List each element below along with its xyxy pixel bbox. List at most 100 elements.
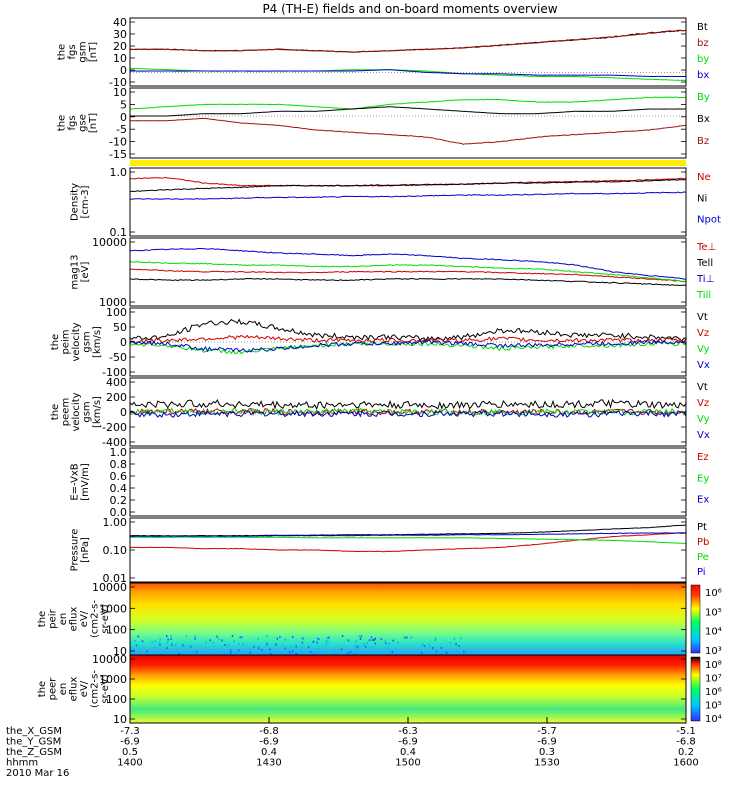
spectrogram-peir — [130, 583, 686, 655]
legend-label: Ey — [697, 473, 709, 484]
y-tick-label: 100 — [106, 693, 127, 706]
colorbar-tick-label: 10⁷ — [705, 674, 722, 685]
y-axis-label-line: the — [37, 611, 48, 627]
y-tick-label: 1.00 — [103, 516, 128, 529]
x-axis-tick-label: -5.1 — [676, 726, 696, 737]
panel-frame — [129, 237, 687, 307]
y-axis-label-line: the — [50, 334, 61, 350]
series-line-pressure-0 — [129, 524, 687, 537]
y-tick-label: 200 — [106, 391, 127, 404]
y-tick-label: 0 — [120, 111, 127, 124]
series-line-fgs1-0 — [129, 29, 687, 53]
series-line-pressure-2 — [129, 536, 686, 544]
legend-label: bx — [697, 70, 709, 81]
x-axis-tick-label: -6.9 — [398, 737, 418, 748]
y-axis-label-line: the — [56, 115, 67, 131]
x-axis-row-label: the_Y_GSM — [6, 737, 61, 748]
x-axis-tick-label: -6.8 — [676, 737, 696, 748]
panel-efield: Ez Ey Ex 1.00.80.60.40.20.0 E=-VxB [mV/m] — [69, 446, 709, 519]
y-tick-label: 0.4 — [110, 482, 128, 495]
series-line-peimvel-3 — [129, 339, 687, 353]
colorbar-tick-label: 10⁶ — [705, 687, 722, 698]
y-tick-label: 0.1 — [110, 226, 128, 239]
y-tick-label: 1000 — [99, 602, 127, 615]
chart-title: P4 (TH-E) fields and on-board moments ov… — [262, 2, 557, 16]
y-axis-label-line: gsm — [82, 331, 93, 352]
legend-label: by — [697, 54, 709, 65]
series-line-peemvel-3 — [130, 409, 687, 418]
legend-label: Vt — [697, 382, 708, 393]
y-tick-label: 10000 — [92, 236, 127, 249]
y-axis-label-line: E=-VxB — [69, 463, 80, 500]
series-line-fgs1-3 — [129, 69, 687, 77]
legend-label: Bx — [697, 114, 710, 125]
x-axis-row-label: 2010 Mar 16 — [6, 768, 69, 779]
y-axis-label-line: the — [37, 681, 48, 697]
x-axis-tick-label: -5.7 — [537, 726, 557, 737]
y-axis-label-line: eflux — [69, 607, 80, 632]
series-line-density-1 — [129, 178, 687, 193]
legend-label: Bz — [697, 136, 709, 147]
series-line-temp-3 — [129, 260, 687, 283]
y-axis-label: E=-VxB [mV/m] — [69, 463, 91, 501]
y-axis-label-line: the — [56, 44, 67, 60]
y-tick-label: 10000 — [92, 581, 127, 594]
colorbar-tick-label: 10⁶ — [705, 588, 722, 599]
y-axis-label-line: Density — [69, 183, 80, 221]
y-tick-label: 50 — [113, 321, 127, 334]
y-axis-label-line: eV/ — [79, 610, 90, 627]
spectrogram-peer — [130, 655, 686, 723]
y-axis-label-line: (cm2-s- — [90, 670, 101, 708]
legend-label: Ti⊥ — [696, 274, 714, 285]
y-axis-label-line: [nT] — [88, 113, 99, 133]
y-tick-label: -15 — [109, 148, 127, 161]
legend-label: bz — [697, 38, 709, 49]
legend-label: Pb — [697, 537, 709, 548]
series-line-temp-2 — [129, 248, 687, 280]
series-line-peimvel-1 — [129, 334, 687, 345]
colorbar-peir — [690, 584, 701, 654]
legend-label: Ez — [697, 452, 709, 463]
y-axis-label-line: peer — [48, 677, 59, 701]
series-line-fgs2-1 — [130, 106, 687, 117]
x-axis-tick-label: 0.4 — [400, 747, 416, 758]
y-tick-label: 0.2 — [110, 494, 128, 507]
y-tick-label: 0 — [120, 406, 127, 419]
y-axis-label-line: eV/ — [79, 680, 90, 697]
y-tick-label: 0.01 — [103, 572, 128, 585]
y-axis-label: Pressure [nPa] — [69, 529, 91, 572]
y-axis-label-line: [cm-3] — [80, 185, 91, 218]
colorbar-tick-label: 10³ — [705, 646, 722, 657]
y-axis-label-line: (cm2-s- — [90, 600, 101, 638]
legend-label: Till — [696, 290, 711, 301]
legend-label: Vx — [697, 430, 710, 441]
y-axis-label-line: [mV/m] — [80, 463, 91, 501]
y-axis-label-line: gsm — [82, 401, 93, 422]
legend-label: Vy — [697, 414, 710, 425]
y-tick-label: 10 — [113, 86, 127, 99]
y-axis-label-line: gse — [77, 114, 88, 132]
x-axis-tick-label: -6.3 — [398, 726, 418, 737]
y-axis-label-line: velocity — [71, 392, 82, 431]
legend-label: Bt — [697, 22, 708, 33]
x-axis-tick-label: -6.9 — [537, 737, 557, 748]
colorbar-peer — [690, 656, 701, 722]
panel-frame — [129, 167, 687, 237]
y-axis-label-line: sr-eV) — [100, 674, 111, 703]
y-tick-label: 1.0 — [110, 166, 128, 179]
series-line-peimvel-0 — [129, 318, 687, 342]
y-tick-label: 0.10 — [103, 544, 128, 557]
y-tick-label: -400 — [102, 436, 127, 449]
x-axis-tick-label: 1500 — [395, 758, 420, 769]
y-axis-label: Density [cm-3] — [69, 183, 91, 221]
x-axis-tick-label: 0.5 — [122, 747, 138, 758]
x-axis-row-label: the_Z_GSM — [6, 747, 62, 758]
legend-label: Ne — [697, 172, 711, 183]
y-axis-label-line: mag13 — [69, 255, 80, 290]
y-tick-label: 1000 — [99, 296, 127, 309]
series-line-temp-0 — [129, 268, 687, 283]
legend-label: Ex — [697, 495, 709, 506]
